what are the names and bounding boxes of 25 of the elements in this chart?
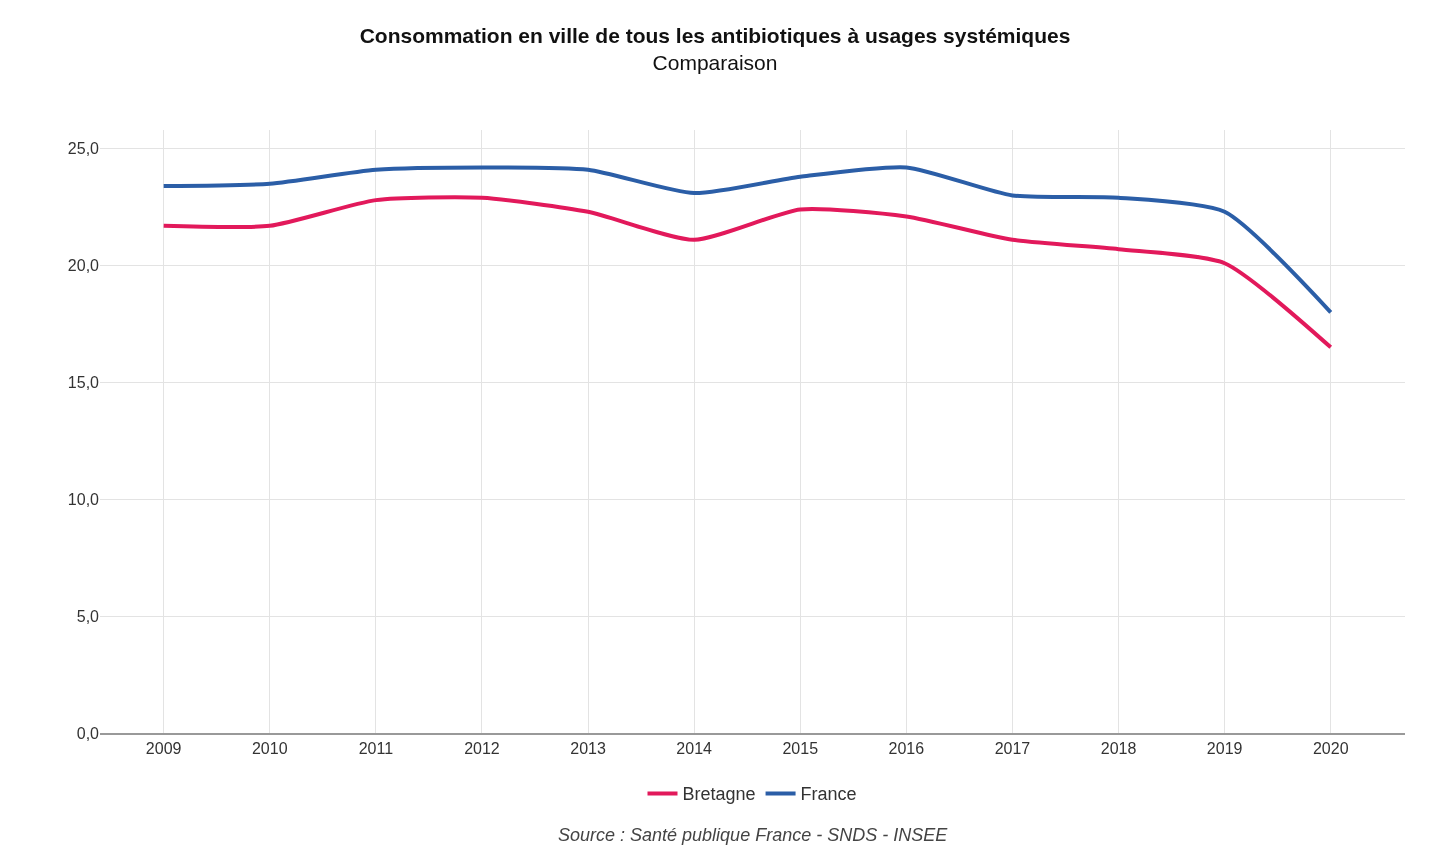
x-tick-label: 2010: [251, 740, 288, 758]
legend-label: Bretagne: [682, 784, 756, 805]
x-tick-label: 2016: [888, 740, 925, 758]
line-series: [161, 165, 1333, 315]
x-tick-label: 2017: [994, 740, 1031, 758]
x-tick-label: 2009: [145, 740, 182, 758]
y-tick-label: 20,0: [67, 257, 100, 275]
y-tick-label: 10,0: [67, 490, 100, 508]
source-note: Source : Santé publique France - SNDS - INSEE: [558, 825, 949, 845]
chart-title: Consommation en ville de tous les antibiotiques à usages systémiques: [359, 24, 1071, 48]
x-tick-label: 2020: [1312, 740, 1349, 758]
y-tick-label: 5,0: [76, 607, 100, 625]
x-tick-label: 2011: [358, 740, 394, 758]
x-tick-label: 2013: [570, 740, 606, 758]
y-tick-label: 25,0: [67, 140, 100, 158]
legend-label: France: [800, 784, 857, 805]
x-tick-label: 2018: [1100, 740, 1137, 758]
y-tick-label: 0,0: [76, 724, 100, 742]
x-tick-label: 2015: [782, 740, 819, 758]
y-tick-label: 15,0: [67, 374, 100, 392]
line-series: [161, 195, 1333, 350]
x-tick-label: 2014: [676, 740, 713, 758]
x-tick-label: 2019: [1206, 740, 1243, 758]
chart-subtitle: Comparaison: [652, 51, 778, 75]
x-tick-label: 2012: [464, 740, 500, 758]
